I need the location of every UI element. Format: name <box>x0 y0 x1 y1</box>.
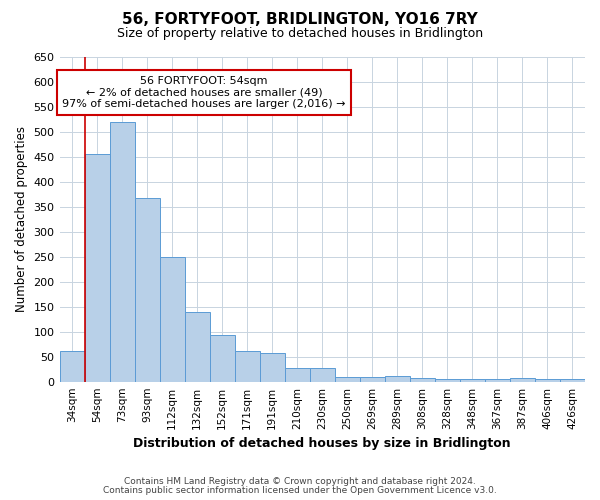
Bar <box>485 379 510 382</box>
Bar <box>310 368 335 382</box>
Bar <box>260 353 285 382</box>
Bar <box>560 379 585 382</box>
Text: Contains public sector information licensed under the Open Government Licence v3: Contains public sector information licen… <box>103 486 497 495</box>
Bar <box>410 378 435 382</box>
Bar <box>85 154 110 382</box>
Bar <box>110 122 134 382</box>
Bar <box>285 368 310 382</box>
Text: Contains HM Land Registry data © Crown copyright and database right 2024.: Contains HM Land Registry data © Crown c… <box>124 477 476 486</box>
Text: 56, FORTYFOOT, BRIDLINGTON, YO16 7RY: 56, FORTYFOOT, BRIDLINGTON, YO16 7RY <box>122 12 478 28</box>
X-axis label: Distribution of detached houses by size in Bridlington: Distribution of detached houses by size … <box>133 437 511 450</box>
Bar <box>360 376 385 382</box>
Bar <box>185 312 209 382</box>
Bar <box>134 198 160 382</box>
Bar <box>460 379 485 382</box>
Bar <box>160 256 185 382</box>
Bar <box>385 376 410 382</box>
Bar <box>535 379 560 382</box>
Bar <box>59 350 85 382</box>
Text: Size of property relative to detached houses in Bridlington: Size of property relative to detached ho… <box>117 28 483 40</box>
Bar <box>235 350 260 382</box>
Bar <box>209 335 235 382</box>
Bar <box>435 379 460 382</box>
Y-axis label: Number of detached properties: Number of detached properties <box>15 126 28 312</box>
Bar <box>335 376 360 382</box>
Bar <box>510 378 535 382</box>
Text: 56 FORTYFOOT: 54sqm
← 2% of detached houses are smaller (49)
97% of semi-detache: 56 FORTYFOOT: 54sqm ← 2% of detached hou… <box>62 76 346 109</box>
